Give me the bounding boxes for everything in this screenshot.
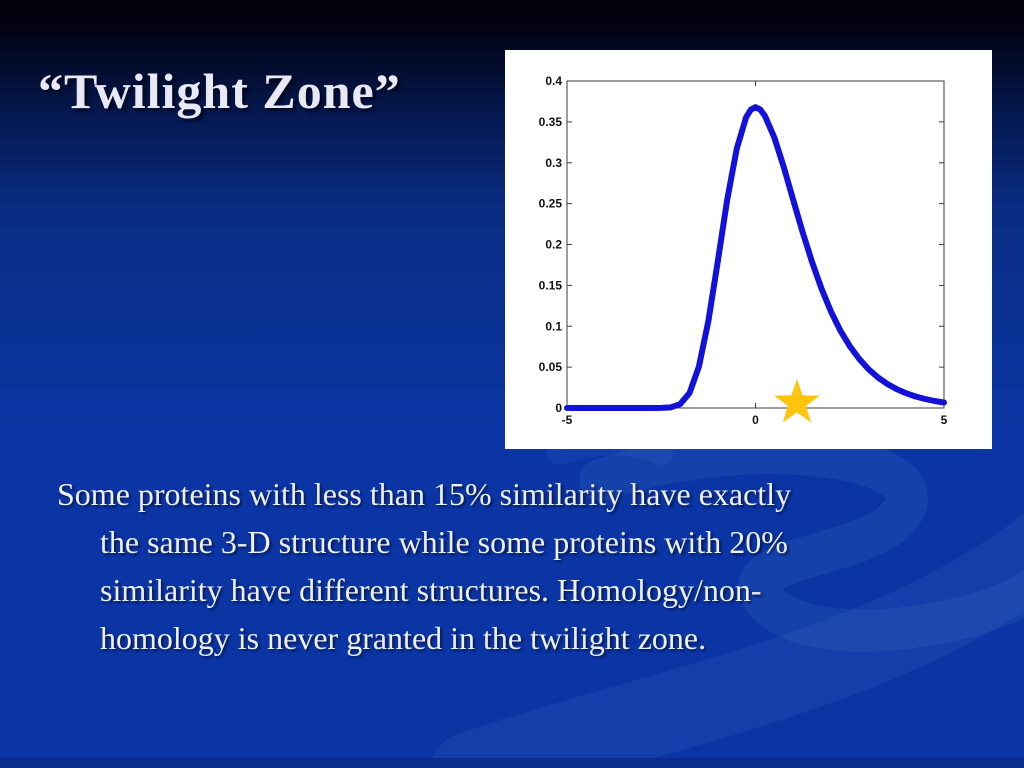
chart-panel: 0 0.05 0.1 0.15 0.2 0.25 0.3 0.35 0.4 -5 0 5 [505,50,992,449]
svg-text:5: 5 [941,413,948,427]
body-line: similarity have different structures. Ho… [100,572,762,608]
body-line: homology is never granted in the twiligh… [100,620,707,656]
svg-text:0: 0 [752,413,759,427]
svg-text:0.05: 0.05 [539,360,563,374]
body-line: Some proteins with less than 15% similar… [57,476,792,512]
svg-text:-5: -5 [562,413,573,427]
svg-text:0.35: 0.35 [539,115,563,129]
svg-text:0.15: 0.15 [539,278,563,292]
body-line: the same 3-D structure while some protei… [100,524,788,560]
svg-text:0.25: 0.25 [539,197,563,211]
star-marker [774,379,820,423]
svg-text:0.2: 0.2 [545,238,562,252]
svg-text:0: 0 [555,401,562,415]
body-text: Some proteins with less than 15% similar… [57,470,987,662]
svg-text:0.4: 0.4 [545,74,562,88]
slide-title: “Twilight Zone” [38,63,401,119]
distribution-chart-svg: 00.050.10.150.20.250.30.350.4-5 0 5 [539,74,948,427]
svg-text:0.1: 0.1 [545,319,562,333]
bottom-edge-strip [0,758,1024,768]
svg-text:0.3: 0.3 [545,156,562,170]
